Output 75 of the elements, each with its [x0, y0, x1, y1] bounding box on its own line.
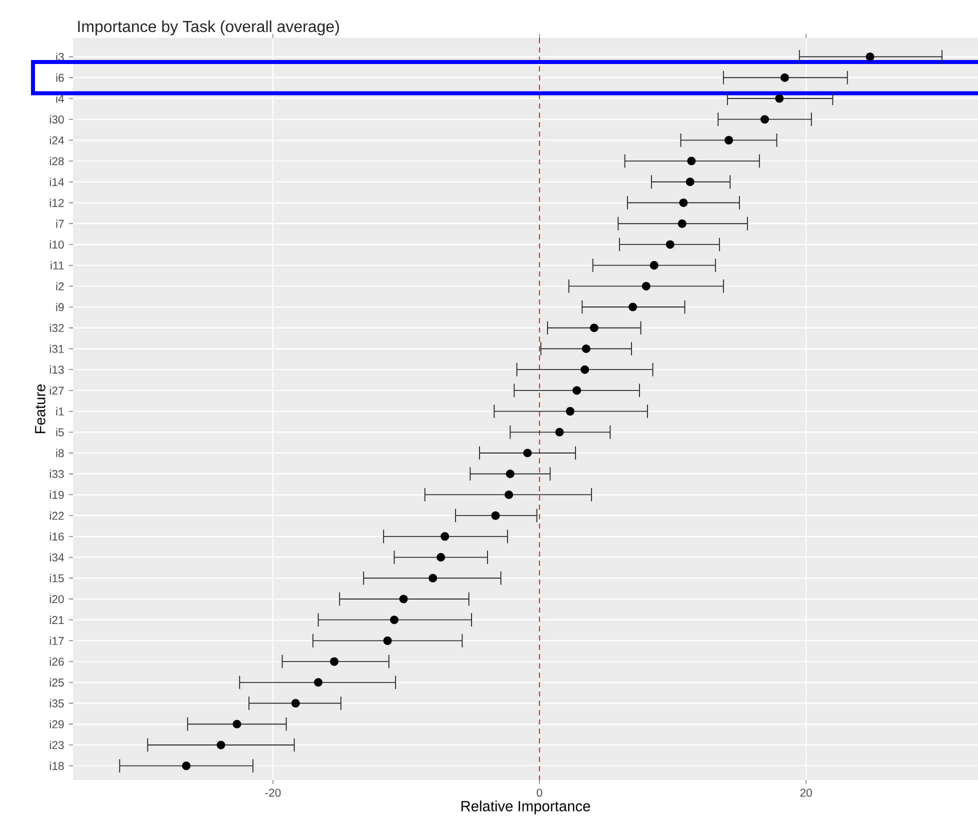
- y-tick-label: i24: [50, 136, 64, 144]
- point: [580, 365, 590, 374]
- y-tick-label: i33: [50, 470, 64, 478]
- point: [650, 261, 658, 270]
- point: [182, 762, 191, 770]
- point: [506, 470, 514, 478]
- point: [628, 302, 638, 312]
- y-tick-label: i7: [56, 219, 64, 228]
- point: [724, 136, 734, 144]
- y-tick-label: i22: [50, 511, 64, 520]
- point: [523, 448, 532, 458]
- y-tick-label: i5: [56, 428, 64, 436]
- y-tick-label: i1: [56, 407, 64, 416]
- point: [687, 156, 696, 166]
- point: [678, 219, 686, 228]
- y-tick-label: i35: [50, 699, 64, 708]
- point: [666, 240, 674, 249]
- point: [330, 657, 339, 666]
- point: [555, 428, 564, 436]
- point: [866, 52, 874, 62]
- point: [760, 115, 770, 124]
- y-tick-label: i31: [50, 344, 64, 353]
- y-tick-label: i4: [56, 94, 64, 103]
- x-tick-label: -20: [265, 788, 281, 797]
- point: [572, 386, 582, 395]
- point: [582, 344, 590, 354]
- point: [314, 678, 323, 687]
- x-tick-label: 20: [800, 788, 812, 797]
- y-tick-label: i34: [50, 553, 64, 562]
- point: [436, 553, 446, 562]
- y-tick-label: i17: [50, 636, 64, 645]
- y-tick-label: i20: [50, 594, 64, 604]
- x-tick-label: 0: [536, 788, 542, 797]
- point: [216, 740, 226, 750]
- point: [504, 490, 514, 499]
- y-tick-label: i11: [50, 261, 64, 270]
- y-tick-label: i23: [50, 740, 64, 750]
- y-tick-label: i27: [50, 386, 64, 395]
- y-tick-label: i10: [50, 240, 64, 249]
- point: [775, 94, 784, 103]
- y-tick-label: i30: [50, 115, 64, 124]
- point: [390, 616, 398, 624]
- point: [291, 698, 300, 708]
- point: [428, 574, 438, 582]
- y-tick-label: i32: [50, 324, 64, 332]
- point: [679, 198, 688, 208]
- y-axis-title: Feature: [35, 384, 46, 434]
- point: [642, 282, 650, 290]
- y-tick-label: i13: [50, 365, 64, 374]
- y-tick-label: i6: [56, 73, 64, 82]
- y-tick-label: i12: [50, 198, 64, 207]
- point: [383, 636, 392, 645]
- y-tick-label: i18: [50, 762, 64, 770]
- point: [440, 532, 450, 541]
- point: [780, 73, 790, 82]
- y-tick-label: i21: [50, 616, 64, 624]
- point: [566, 407, 574, 416]
- point: [590, 324, 598, 332]
- point: [686, 178, 694, 186]
- y-tick-label: i16: [50, 532, 64, 541]
- y-tick-label: i15: [50, 574, 64, 582]
- chart-title: Importance by Task (overall average): [78, 20, 339, 36]
- y-tick-label: i14: [50, 178, 64, 186]
- y-tick-label: i25: [50, 678, 64, 687]
- y-tick-label: i2: [56, 282, 64, 290]
- point: [491, 511, 500, 520]
- point: [232, 720, 242, 728]
- point: [399, 594, 408, 604]
- y-tick-label: i26: [50, 657, 64, 666]
- y-tick-label: i8: [56, 448, 64, 458]
- x-axis-title: Relative Importance: [462, 800, 590, 814]
- y-tick-label: i28: [50, 156, 64, 166]
- y-tick-label: i9: [56, 302, 64, 312]
- y-tick-label: i19: [50, 490, 64, 499]
- y-tick-label: i29: [50, 720, 64, 728]
